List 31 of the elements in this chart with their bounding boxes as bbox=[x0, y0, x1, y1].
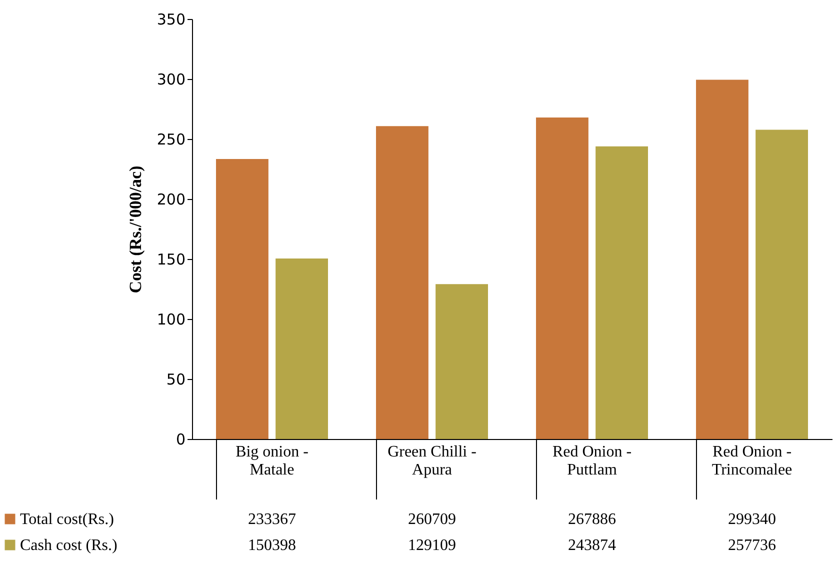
text: 233367 bbox=[248, 511, 296, 528]
bar bbox=[536, 118, 588, 439]
text: 150398 bbox=[248, 537, 296, 554]
bar bbox=[596, 146, 648, 439]
bar bbox=[216, 158, 268, 439]
text: 260709 bbox=[408, 511, 456, 528]
text: 129109 bbox=[408, 537, 456, 554]
legend-label: Total cost(Rs.) bbox=[20, 511, 114, 528]
y-tick-label: 150 bbox=[156, 250, 186, 268]
bar bbox=[376, 126, 428, 439]
bar bbox=[756, 130, 808, 439]
text: 267886 bbox=[568, 511, 616, 528]
text: 299340 bbox=[728, 511, 776, 528]
y-tick-label: 200 bbox=[156, 190, 186, 208]
y-tick-label: 0 bbox=[176, 430, 186, 448]
y-axis-title: Cost (Rs./'000/ac) bbox=[126, 166, 145, 294]
y-tick-label: 300 bbox=[156, 70, 186, 88]
y-tick-label: 100 bbox=[156, 310, 186, 328]
x-tick-label: Red Onion - Trincomalee bbox=[712, 444, 792, 478]
x-tick-label: Red Onion - Puttlam bbox=[552, 444, 632, 478]
y-tick-label: 250 bbox=[156, 130, 186, 148]
text: 257736 bbox=[728, 537, 776, 554]
legend-label: Cash cost (Rs.) bbox=[20, 537, 118, 554]
text: 243874 bbox=[568, 537, 616, 554]
bar bbox=[276, 258, 328, 439]
y-tick-label: 50 bbox=[166, 370, 186, 388]
bar bbox=[696, 80, 748, 439]
x-tick-label: Green Chilli - Apura bbox=[388, 444, 476, 478]
y-tick-label: 350 bbox=[156, 10, 186, 28]
x-tick-label: Big onion - Matale bbox=[236, 444, 308, 478]
bar bbox=[436, 284, 488, 439]
